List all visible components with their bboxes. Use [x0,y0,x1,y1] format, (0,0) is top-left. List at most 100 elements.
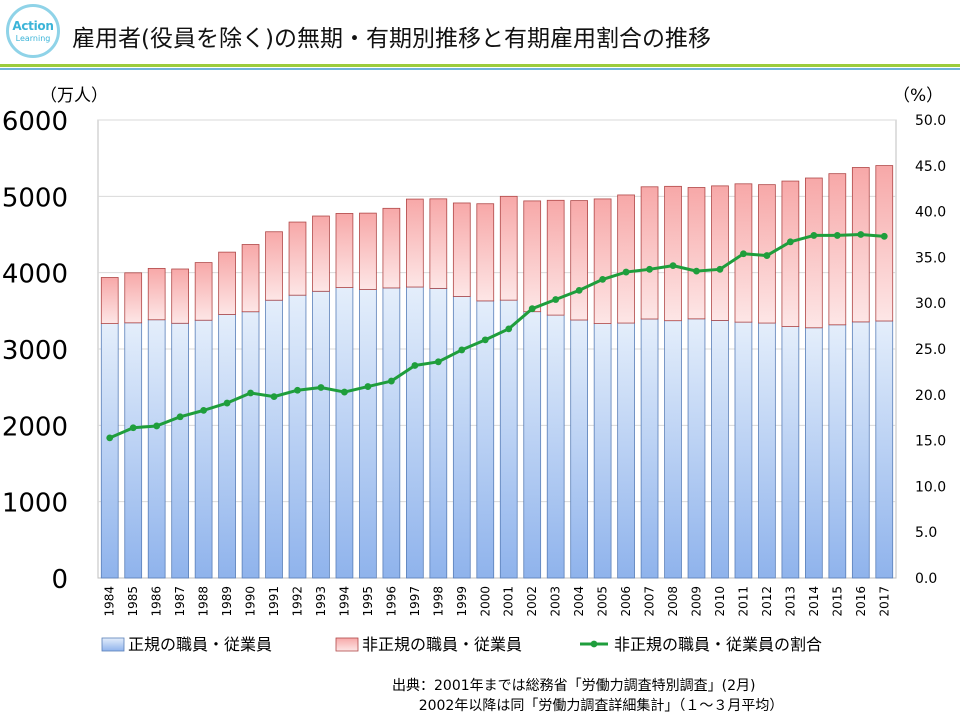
x-tick-label-1993: 1993 [314,586,328,617]
ratio-point-1987 [176,413,184,421]
ratio-point-2014 [810,232,818,239]
ratio-point-1986 [153,422,161,430]
bar-nonregular-2009 [687,187,706,320]
y2-tick-label: 20.0 [915,388,946,404]
ratio-point-1997 [411,362,419,369]
ratio-point-2003 [552,296,560,303]
y-tick-label: 4000 [2,260,68,290]
bar-nonregular-1999 [452,202,471,297]
x-tick-label-1994: 1994 [337,586,351,617]
ratio-point-2000 [481,336,489,344]
bar-nonregular-1997 [406,198,424,288]
ratio-point-2010 [716,265,724,273]
ratio-point-1989 [223,399,231,407]
bar-regular-1984 [100,323,119,579]
bar-regular-2001 [499,299,518,579]
ratio-point-2004 [575,286,583,294]
ratio-point-2001 [505,325,513,333]
bar-regular-1997 [406,286,424,579]
ratio-line [109,233,885,440]
bar-regular-1994 [335,287,354,579]
bar-nonregular-2013 [781,180,800,327]
legend-swatch-nonregular [335,637,359,652]
ratio-point-1993 [317,384,325,391]
x-tick-label-2004: 2004 [572,586,586,617]
ratio-point-1992 [294,386,301,394]
x-tick-label-2008: 2008 [666,586,680,617]
bar-regular-1992 [288,294,307,579]
x-tick-label-2010: 2010 [713,586,727,617]
x-tick-label-1988: 1988 [197,586,211,617]
ratio-point-2013 [786,238,794,246]
page-title: 雇用者(役員を除く)の無期・有期別推移と有期雇用割合の推移 [72,26,711,52]
bar-regular-1996 [382,287,401,579]
legend-label-nonregular: 非正規の職員・従業員 [362,635,522,654]
y2-axis-unit: （%） [893,86,943,106]
x-tick-label-2017: 2017 [877,586,891,617]
bar-regular-2014 [805,327,823,579]
x-tick-label-1995: 1995 [361,586,375,617]
ratio-point-1994 [341,388,348,396]
bar-nonregular-1995 [359,212,377,290]
y2-tick-label: 50.0 [915,113,946,129]
bar-regular-2010 [711,320,729,579]
bar-regular-2012 [758,322,776,579]
bar-nonregular-2003 [546,199,565,316]
ratio-point-2017 [880,232,888,240]
x-tick-label-2016: 2016 [854,586,868,617]
bar-regular-2008 [664,320,682,579]
bar-nonregular-2004 [570,200,588,321]
x-tick-label-1997: 1997 [408,586,422,617]
ratio-point-1995 [364,383,372,390]
ratio-point-1991 [270,393,278,401]
bar-nonregular-1986 [147,267,166,321]
x-tick-label-2011: 2011 [736,586,750,617]
bar-regular-2016 [851,321,870,579]
legend-label-ratio: 非正規の職員・従業員の割合 [614,635,822,654]
ratio-point-1985 [129,424,137,432]
x-tick-label-1990: 1990 [244,586,258,617]
bar-nonregular-2010 [711,185,729,321]
ratio-point-2012 [763,252,771,259]
x-tick-label-2014: 2014 [807,586,821,617]
ratio-point-1996 [387,377,395,385]
action-learning-logo: Action Learning [6,4,60,58]
bar-regular-2017 [875,320,894,579]
bar-regular-1985 [124,322,143,579]
y2-tick-label: 0.0 [915,571,937,587]
bar-regular-1991 [265,299,283,579]
bar-regular-1999 [452,296,471,579]
bar-regular-1998 [429,287,448,579]
ratio-point-1998 [434,358,442,366]
y2-tick-label: 40.0 [915,205,946,221]
ratio-point-2005 [599,275,607,283]
bar-nonregular-2001 [499,195,518,301]
bar-nonregular-2006 [617,194,635,324]
x-tick-label-2015: 2015 [830,586,844,617]
bar-regular-2006 [617,322,635,579]
bar-regular-2013 [781,326,800,579]
bar-regular-2005 [593,323,612,579]
source-line-1: 出典：2001年までは総務省「労働力調査特別調査」(2月) [392,678,756,694]
bar-regular-2009 [687,318,706,579]
bar-nonregular-2002 [523,200,542,313]
y2-tick-label: 15.0 [915,434,946,450]
y2-tick-label: 30.0 [915,296,946,312]
header-rule-blue [0,68,960,70]
bar-nonregular-1985 [124,272,143,324]
bar-nonregular-2007 [640,186,659,320]
bar-nonregular-2016 [851,167,870,323]
x-tick-label-1992: 1992 [291,586,305,617]
source-note: 出典：2001年までは総務省「労働力調査特別調査」(2月) 2002年以降は同「… [392,676,783,716]
y-tick-label: 2000 [2,412,68,442]
y-tick-label: 0 [51,565,68,595]
y2-tick-label: 25.0 [915,342,946,358]
x-tick-label-1996: 1996 [384,586,398,617]
header: Action Learning 雇用者(役員を除く)の無期・有期別推移と有期雇用… [0,0,960,70]
bar-nonregular-2000 [476,203,495,302]
y2-tick-label: 10.0 [915,479,946,495]
legend-label-regular: 正規の職員・従業員 [128,635,272,654]
x-tick-label-1987: 1987 [173,586,187,617]
x-tick-label-1985: 1985 [126,586,140,617]
